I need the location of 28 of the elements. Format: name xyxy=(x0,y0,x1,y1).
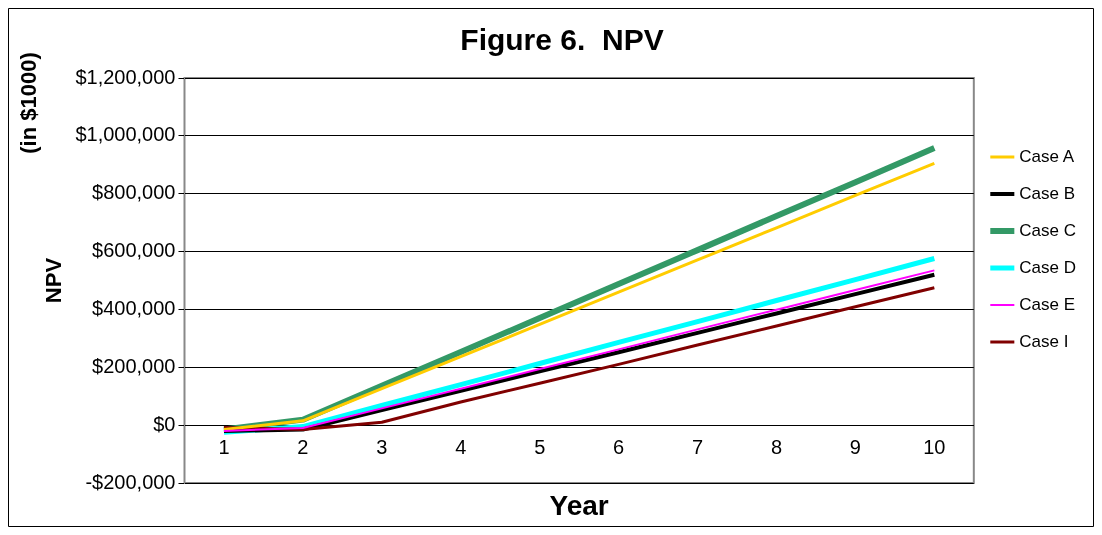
legend-label: Case A xyxy=(1019,146,1075,166)
x-tick-label: 5 xyxy=(534,435,546,458)
legend-label: Case C xyxy=(1019,220,1076,240)
x-tick-label: 8 xyxy=(770,435,783,458)
x-axis-title: Year xyxy=(549,489,609,521)
x-tick-label: 9 xyxy=(849,435,861,458)
x-tick-label: 6 xyxy=(613,435,625,458)
y-tick-label: $800,000 xyxy=(92,181,176,204)
y-axis-title: NPV xyxy=(41,257,67,304)
legend-label: Case D xyxy=(1019,257,1076,277)
y-tick-label: $600,000 xyxy=(92,239,176,262)
x-tick-label: 4 xyxy=(455,435,467,458)
y-tick-label: $400,000 xyxy=(92,296,176,319)
x-tick-label: 1 xyxy=(218,435,230,458)
x-tick-label: 3 xyxy=(376,435,388,458)
x-tick-label: 10 xyxy=(923,435,946,458)
text: (in $1000) xyxy=(16,52,42,154)
y-tick-label: $200,000 xyxy=(92,354,176,377)
y-tick-label: $0 xyxy=(153,412,176,435)
legend-label: Case I xyxy=(1019,331,1069,351)
y-tick-label: $1,200,000 xyxy=(75,65,176,88)
legend-label: Case E xyxy=(1019,294,1076,314)
y-tick-label: -$200,000 xyxy=(85,470,176,493)
y-tick-label: $1,000,000 xyxy=(75,123,176,146)
chart-title: Figure 6. NPV xyxy=(460,23,664,57)
legend-label: Case B xyxy=(1019,183,1076,203)
x-tick-label: 2 xyxy=(297,435,309,458)
x-tick-label: 7 xyxy=(691,435,704,458)
